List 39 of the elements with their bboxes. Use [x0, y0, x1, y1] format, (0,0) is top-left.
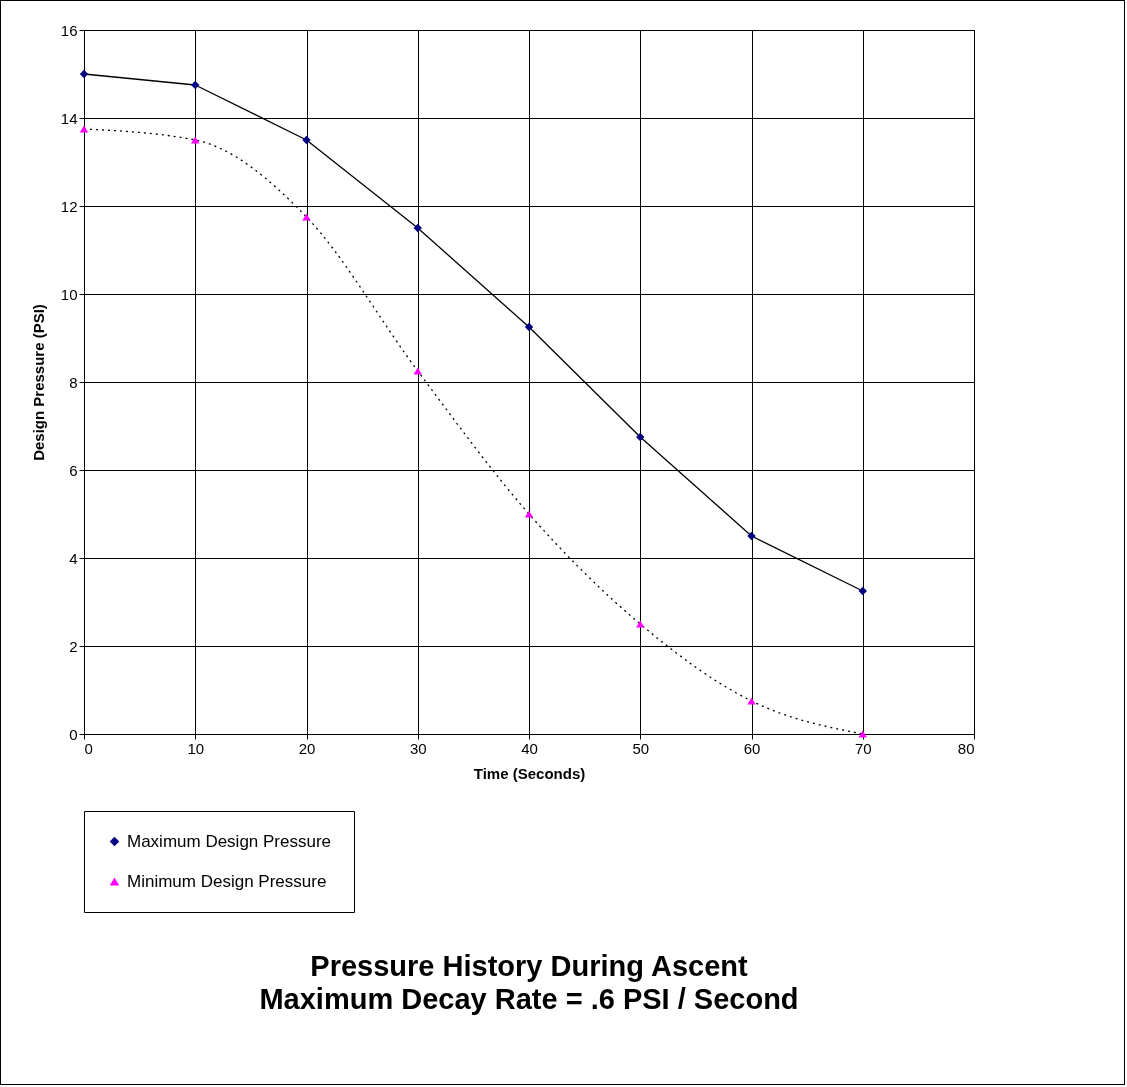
x-tick-label: 30	[409, 739, 427, 757]
point	[858, 586, 867, 596]
point	[636, 432, 645, 442]
x-tick-label: 20	[298, 739, 316, 757]
x-tick-label: 0	[84, 739, 93, 757]
y-tick-label: 2	[69, 637, 78, 655]
y-tick-label: 10	[60, 285, 78, 303]
point	[302, 213, 311, 221]
point	[191, 136, 200, 144]
point	[79, 125, 89, 133]
y-axis-title: Design Pressure (PSI)	[29, 304, 47, 461]
text: Maximum Decay Rate = .6 PSI / Second	[259, 982, 799, 1015]
legend-label: Minimum Design Pressure	[127, 871, 327, 891]
x-tick-label: 10	[187, 739, 205, 757]
y-tick-label: 4	[69, 549, 78, 567]
y-tick-label: 14	[60, 109, 78, 127]
x-tick-label: 80	[957, 739, 975, 757]
y-tick-label: 12	[60, 197, 78, 215]
x-tick-label: 50	[632, 739, 650, 757]
point	[747, 697, 756, 705]
y-tick-label: 0	[69, 725, 78, 743]
point	[302, 135, 311, 145]
point	[636, 620, 645, 628]
point	[79, 69, 89, 79]
point	[524, 322, 534, 332]
point	[747, 531, 756, 541]
x-tick-label: 40	[521, 739, 538, 757]
point	[191, 80, 200, 90]
point	[413, 367, 422, 375]
y-tick-label: 6	[69, 461, 78, 479]
point	[413, 223, 422, 233]
y-tick-label: 8	[69, 373, 78, 391]
point	[524, 510, 534, 518]
x-tick-label: 70	[854, 739, 872, 757]
legend-label: Maximum Design Pressure	[127, 831, 332, 851]
text: Pressure History During Ascent	[310, 949, 748, 982]
x-axis-title: Time (Seconds)	[473, 764, 586, 782]
y-tick-label: 16	[60, 21, 78, 39]
x-tick-label: 60	[743, 739, 761, 757]
